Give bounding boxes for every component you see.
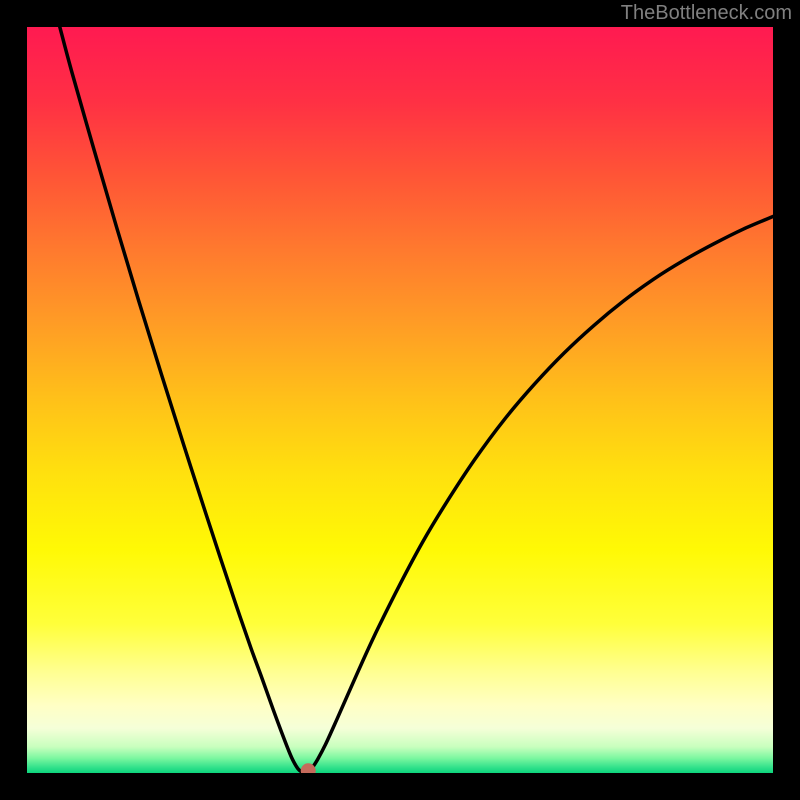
chart-marker — [301, 764, 315, 773]
chart-container: TheBottleneck.com — [0, 0, 800, 800]
chart-curve-layer — [27, 27, 773, 773]
watermark-text: TheBottleneck.com — [621, 2, 792, 25]
chart-curve — [60, 27, 773, 773]
